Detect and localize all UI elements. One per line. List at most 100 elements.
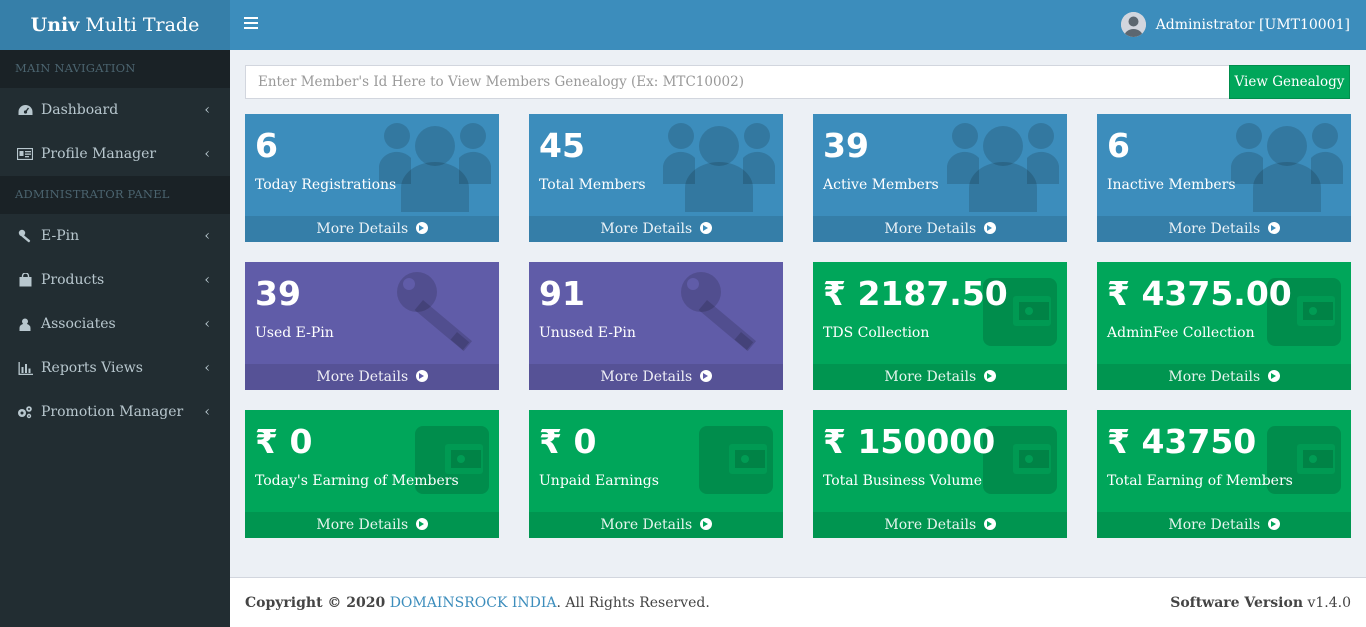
sidebar-item-label: E-Pin xyxy=(41,228,80,244)
nav-header-admin: ADMINISTRATOR PANEL xyxy=(0,176,230,214)
dashboard-icon xyxy=(17,102,33,118)
sidebar-item-label: Products xyxy=(41,272,105,288)
users-icon xyxy=(947,123,1059,212)
arrow-circle-right-icon xyxy=(699,518,712,530)
more-details-label: More Details xyxy=(600,517,693,533)
shopping-bag-icon xyxy=(17,272,33,288)
more-details-label: More Details xyxy=(884,221,977,237)
stat-value: 91 xyxy=(539,274,585,313)
chevron-left-icon: ‹ xyxy=(204,146,210,162)
sidebar-item-dashboard[interactable]: Dashboard ‹ xyxy=(0,88,230,132)
key-icon xyxy=(681,272,757,352)
stat-label: Today's Earning of Members xyxy=(255,473,459,489)
more-details-link[interactable]: More Details xyxy=(245,364,499,390)
menu-toggle-icon[interactable] xyxy=(244,17,258,31)
stat-value: 39 xyxy=(255,274,301,313)
stat-label: Total Business Volume xyxy=(823,473,982,489)
user-icon xyxy=(17,316,33,332)
stat-value: 39 xyxy=(823,126,869,165)
nav-header-main: MAIN NAVIGATION xyxy=(0,50,230,88)
top-navbar: Administrator [UMT10001] xyxy=(230,0,1366,50)
logo-bold: Univ xyxy=(30,14,80,36)
more-details-label: More Details xyxy=(600,369,693,385)
sidebar-item-products[interactable]: Products ‹ xyxy=(0,258,230,302)
sidebar: Univ Multi Trade MAIN NAVIGATION Dashboa… xyxy=(0,0,230,627)
more-details-label: More Details xyxy=(316,517,409,533)
stat-box-todays-earning: ₹ 0 Today's Earning of Members More Deta… xyxy=(245,410,499,538)
user-menu[interactable]: Administrator [UMT10001] xyxy=(1120,12,1350,37)
stat-label: Inactive Members xyxy=(1107,177,1236,193)
sidebar-item-e-pin[interactable]: E-Pin ‹ xyxy=(0,214,230,258)
arrow-circle-right-icon xyxy=(415,518,428,530)
stat-value: ₹ 0 xyxy=(255,422,313,461)
wallet-icon xyxy=(1267,278,1341,346)
chevron-left-icon: ‹ xyxy=(204,102,210,118)
more-details-label: More Details xyxy=(884,369,977,385)
genealogy-search: View Genealogy xyxy=(245,65,1350,99)
stat-label: Used E-Pin xyxy=(255,325,334,341)
users-icon xyxy=(379,123,491,212)
more-details-link[interactable]: More Details xyxy=(529,364,783,390)
more-details-label: More Details xyxy=(600,221,693,237)
arrow-circle-right-icon xyxy=(415,370,428,382)
stat-box-unpaid-earnings: ₹ 0 Unpaid Earnings More Details xyxy=(529,410,783,538)
chevron-left-icon: ‹ xyxy=(204,316,210,332)
more-details-link[interactable]: More Details xyxy=(1097,216,1351,242)
stat-value: ₹ 4375.00 xyxy=(1107,274,1292,313)
stat-box-total-earning: ₹ 43750 Total Earning of Members More De… xyxy=(1097,410,1351,538)
version-label: Software Version xyxy=(1170,594,1304,611)
more-details-link[interactable]: More Details xyxy=(1097,512,1351,538)
sidebar-item-associates[interactable]: Associates ‹ xyxy=(0,302,230,346)
more-details-label: More Details xyxy=(1168,221,1261,237)
version-value: v1.4.0 xyxy=(1307,594,1351,611)
stat-label: TDS Collection xyxy=(823,325,930,341)
arrow-circle-right-icon xyxy=(1267,370,1280,382)
more-details-link[interactable]: More Details xyxy=(813,216,1067,242)
wallet-icon xyxy=(983,278,1057,346)
copyright: Copyright © 2020 DOMAINSROCK INDIA. All … xyxy=(245,595,710,611)
more-details-link[interactable]: More Details xyxy=(813,364,1067,390)
stat-label: Unused E-Pin xyxy=(539,325,636,341)
key-icon xyxy=(17,228,33,244)
stat-box-total-members: 45 Total Members More Details xyxy=(529,114,783,242)
stat-label: Unpaid Earnings xyxy=(539,473,659,489)
more-details-label: More Details xyxy=(316,369,409,385)
users-icon xyxy=(1231,123,1343,212)
sidebar-item-profile-manager[interactable]: Profile Manager ‹ xyxy=(0,132,230,176)
more-details-link[interactable]: More Details xyxy=(245,216,499,242)
logo-text: Multi Trade xyxy=(85,14,200,36)
chevron-left-icon: ‹ xyxy=(204,272,210,288)
stat-label: AdminFee Collection xyxy=(1107,325,1255,341)
stat-box-unused-e-pin: 91 Unused E-Pin More Details xyxy=(529,262,783,390)
more-details-link[interactable]: More Details xyxy=(245,512,499,538)
stat-value: ₹ 150000 xyxy=(823,422,996,461)
member-id-input[interactable] xyxy=(245,65,1229,99)
arrow-circle-right-icon xyxy=(1267,222,1280,234)
sidebar-item-reports-views[interactable]: Reports Views ‹ xyxy=(0,346,230,390)
more-details-label: More Details xyxy=(316,221,409,237)
sidebar-item-label: Associates xyxy=(41,316,116,332)
wallet-icon xyxy=(415,426,489,494)
more-details-link[interactable]: More Details xyxy=(529,512,783,538)
arrow-circle-right-icon xyxy=(983,518,996,530)
sidebar-item-promotion-manager[interactable]: Promotion Manager ‹ xyxy=(0,390,230,434)
company-link[interactable]: DOMAINSROCK INDIA xyxy=(389,594,557,611)
app-logo[interactable]: Univ Multi Trade xyxy=(0,0,230,50)
stat-box-used-e-pin: 39 Used E-Pin More Details xyxy=(245,262,499,390)
more-details-link[interactable]: More Details xyxy=(813,512,1067,538)
arrow-circle-right-icon xyxy=(415,222,428,234)
key-icon xyxy=(397,272,473,352)
sidebar-item-label: Reports Views xyxy=(41,360,143,376)
arrow-circle-right-icon xyxy=(983,222,996,234)
more-details-link[interactable]: More Details xyxy=(1097,364,1351,390)
stat-box-active-members: 39 Active Members More Details xyxy=(813,114,1067,242)
stat-value: ₹ 2187.50 xyxy=(823,274,1008,313)
chevron-left-icon: ‹ xyxy=(204,228,210,244)
view-genealogy-button[interactable]: View Genealogy xyxy=(1229,65,1350,99)
page-footer: Copyright © 2020 DOMAINSROCK INDIA. All … xyxy=(230,577,1366,627)
more-details-link[interactable]: More Details xyxy=(529,216,783,242)
sidebar-item-label: Profile Manager xyxy=(41,146,157,162)
stat-label: Total Members xyxy=(539,177,646,193)
sidebar-item-label: Dashboard xyxy=(41,102,119,118)
more-details-label: More Details xyxy=(884,517,977,533)
